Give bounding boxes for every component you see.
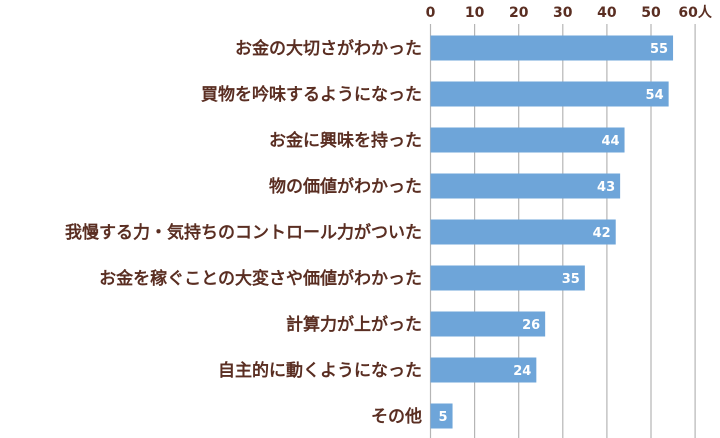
category-label: 物の価値がわかった xyxy=(269,176,422,197)
data-label: 43 xyxy=(597,180,615,195)
bar xyxy=(430,403,453,429)
category-label: 自主的に動くようになった xyxy=(218,360,422,381)
category-label: その他 xyxy=(371,406,422,427)
data-label: 24 xyxy=(513,364,531,379)
x-tick-label: 30 xyxy=(553,5,573,21)
category-label: 計算力が上がった xyxy=(286,314,422,335)
bar xyxy=(430,35,674,61)
data-label: 54 xyxy=(646,88,664,103)
bar xyxy=(430,81,669,107)
bar xyxy=(430,357,537,383)
x-tick-label: 40 xyxy=(597,5,617,21)
data-label: 35 xyxy=(562,272,580,287)
data-label: 55 xyxy=(650,42,668,57)
data-label: 26 xyxy=(522,318,540,333)
category-label: お金を稼ぐことの大変さや価値がわかった xyxy=(99,268,422,289)
category-label: 我慢する力・気持ちのコントロール力がついた xyxy=(65,222,422,243)
bar xyxy=(430,265,585,291)
x-tick-label: 0 xyxy=(426,5,436,21)
x-tick-label: 10 xyxy=(465,5,485,21)
bar xyxy=(430,127,625,153)
x-tick-label: 50 xyxy=(641,5,661,21)
bar xyxy=(430,173,621,199)
x-tick-label: 20 xyxy=(509,5,529,21)
data-label: 5 xyxy=(439,410,448,425)
data-label: 44 xyxy=(601,134,619,149)
data-label: 42 xyxy=(593,226,611,241)
category-label: お金の大切さがわかった xyxy=(235,38,422,59)
bar xyxy=(430,219,616,245)
bar xyxy=(430,311,546,337)
category-label: お金に興味を持った xyxy=(269,130,422,151)
category-label: 買物を吟味するようになった xyxy=(201,84,422,105)
x-tick-label: 60人 xyxy=(678,4,712,21)
